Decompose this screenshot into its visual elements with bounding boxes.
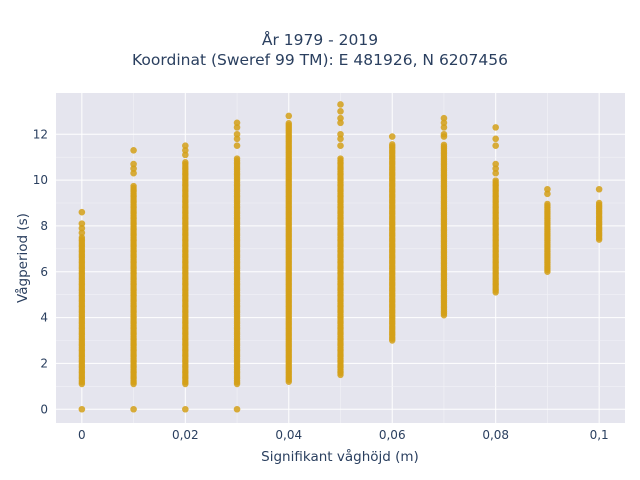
y-tick-label: 8 (40, 219, 48, 233)
data-point (130, 169, 137, 177)
data-point (233, 155, 241, 162)
chart-subtitle: Koordinat (Sweref 99 TM): E 481926, N 62… (132, 51, 508, 69)
y-tick-label: 0 (40, 402, 48, 416)
chart-title: År 1979 - 2019 (261, 31, 379, 49)
data-point (130, 165, 137, 172)
x-axis-title: Signifikant våghöjd (m) (261, 448, 419, 465)
data-point (440, 114, 448, 122)
data-point (78, 234, 86, 241)
y-tick-label: 10 (33, 173, 48, 187)
data-point (78, 224, 86, 232)
data-point (233, 124, 241, 131)
data-point (440, 130, 448, 138)
data-point (285, 112, 293, 120)
data-point (440, 141, 448, 148)
data-point (182, 159, 189, 166)
data-column (233, 119, 241, 413)
y-tick-label: 2 (40, 356, 48, 370)
x-tick-label: 0,04 (275, 428, 302, 442)
data-point (544, 200, 551, 208)
x-tick-label: 0 (78, 428, 86, 442)
data-point (544, 185, 551, 193)
y-tick-labels: 0 2 4 6 8 10 12 (33, 127, 48, 416)
data-point (130, 405, 137, 413)
data-point (492, 177, 499, 184)
data-point (337, 114, 344, 122)
data-point (337, 119, 344, 127)
x-tick-labels: 0 0,02 0,04 0,06 0,08 0,1 (78, 428, 609, 442)
data-point (337, 108, 344, 115)
x-tick-label: 0,08 (482, 428, 509, 442)
data-column (492, 124, 499, 296)
data-point (233, 142, 241, 150)
data-column (78, 208, 86, 413)
data-point (182, 142, 189, 150)
data-column (388, 133, 396, 344)
data-point (492, 165, 499, 172)
data-column (595, 185, 603, 243)
data-column (337, 101, 344, 379)
data-point (130, 182, 137, 190)
data-point (182, 151, 189, 159)
data-point (595, 199, 603, 207)
data-point (182, 405, 189, 413)
data-point (130, 146, 137, 154)
data-point (337, 142, 344, 150)
data-point (78, 220, 86, 227)
data-point (440, 124, 448, 131)
data-points (78, 101, 603, 413)
data-point (337, 135, 344, 143)
data-point (492, 160, 499, 168)
data-point (389, 141, 396, 148)
y-axis-title: Vågperiod (s) (14, 213, 31, 303)
data-point (233, 119, 241, 127)
data-point (492, 169, 499, 177)
data-point (595, 185, 603, 193)
data-column (544, 185, 551, 275)
y-tick-label: 4 (40, 311, 48, 325)
data-column (285, 112, 293, 385)
data-point (337, 155, 344, 162)
data-point (233, 405, 241, 413)
data-point (440, 119, 448, 127)
x-tick-label: 0,06 (379, 428, 406, 442)
x-tick-label: 0,02 (172, 428, 199, 442)
data-point (285, 120, 292, 127)
data-point (544, 190, 551, 198)
data-point (130, 160, 137, 168)
data-point (182, 146, 189, 154)
data-point (78, 229, 86, 237)
y-tick-label: 6 (40, 265, 48, 279)
data-point (492, 124, 499, 131)
data-point (233, 135, 241, 143)
data-column (130, 146, 137, 413)
y-tick-label: 12 (33, 127, 48, 141)
data-point (492, 135, 499, 143)
data-point (78, 405, 86, 413)
data-column (440, 114, 448, 319)
data-point (78, 208, 86, 216)
data-point (337, 101, 344, 108)
data-point (337, 130, 344, 138)
data-point (492, 142, 499, 150)
data-point (388, 133, 396, 140)
x-tick-label: 0,1 (590, 428, 609, 442)
data-column (182, 142, 189, 413)
data-point (233, 130, 241, 138)
